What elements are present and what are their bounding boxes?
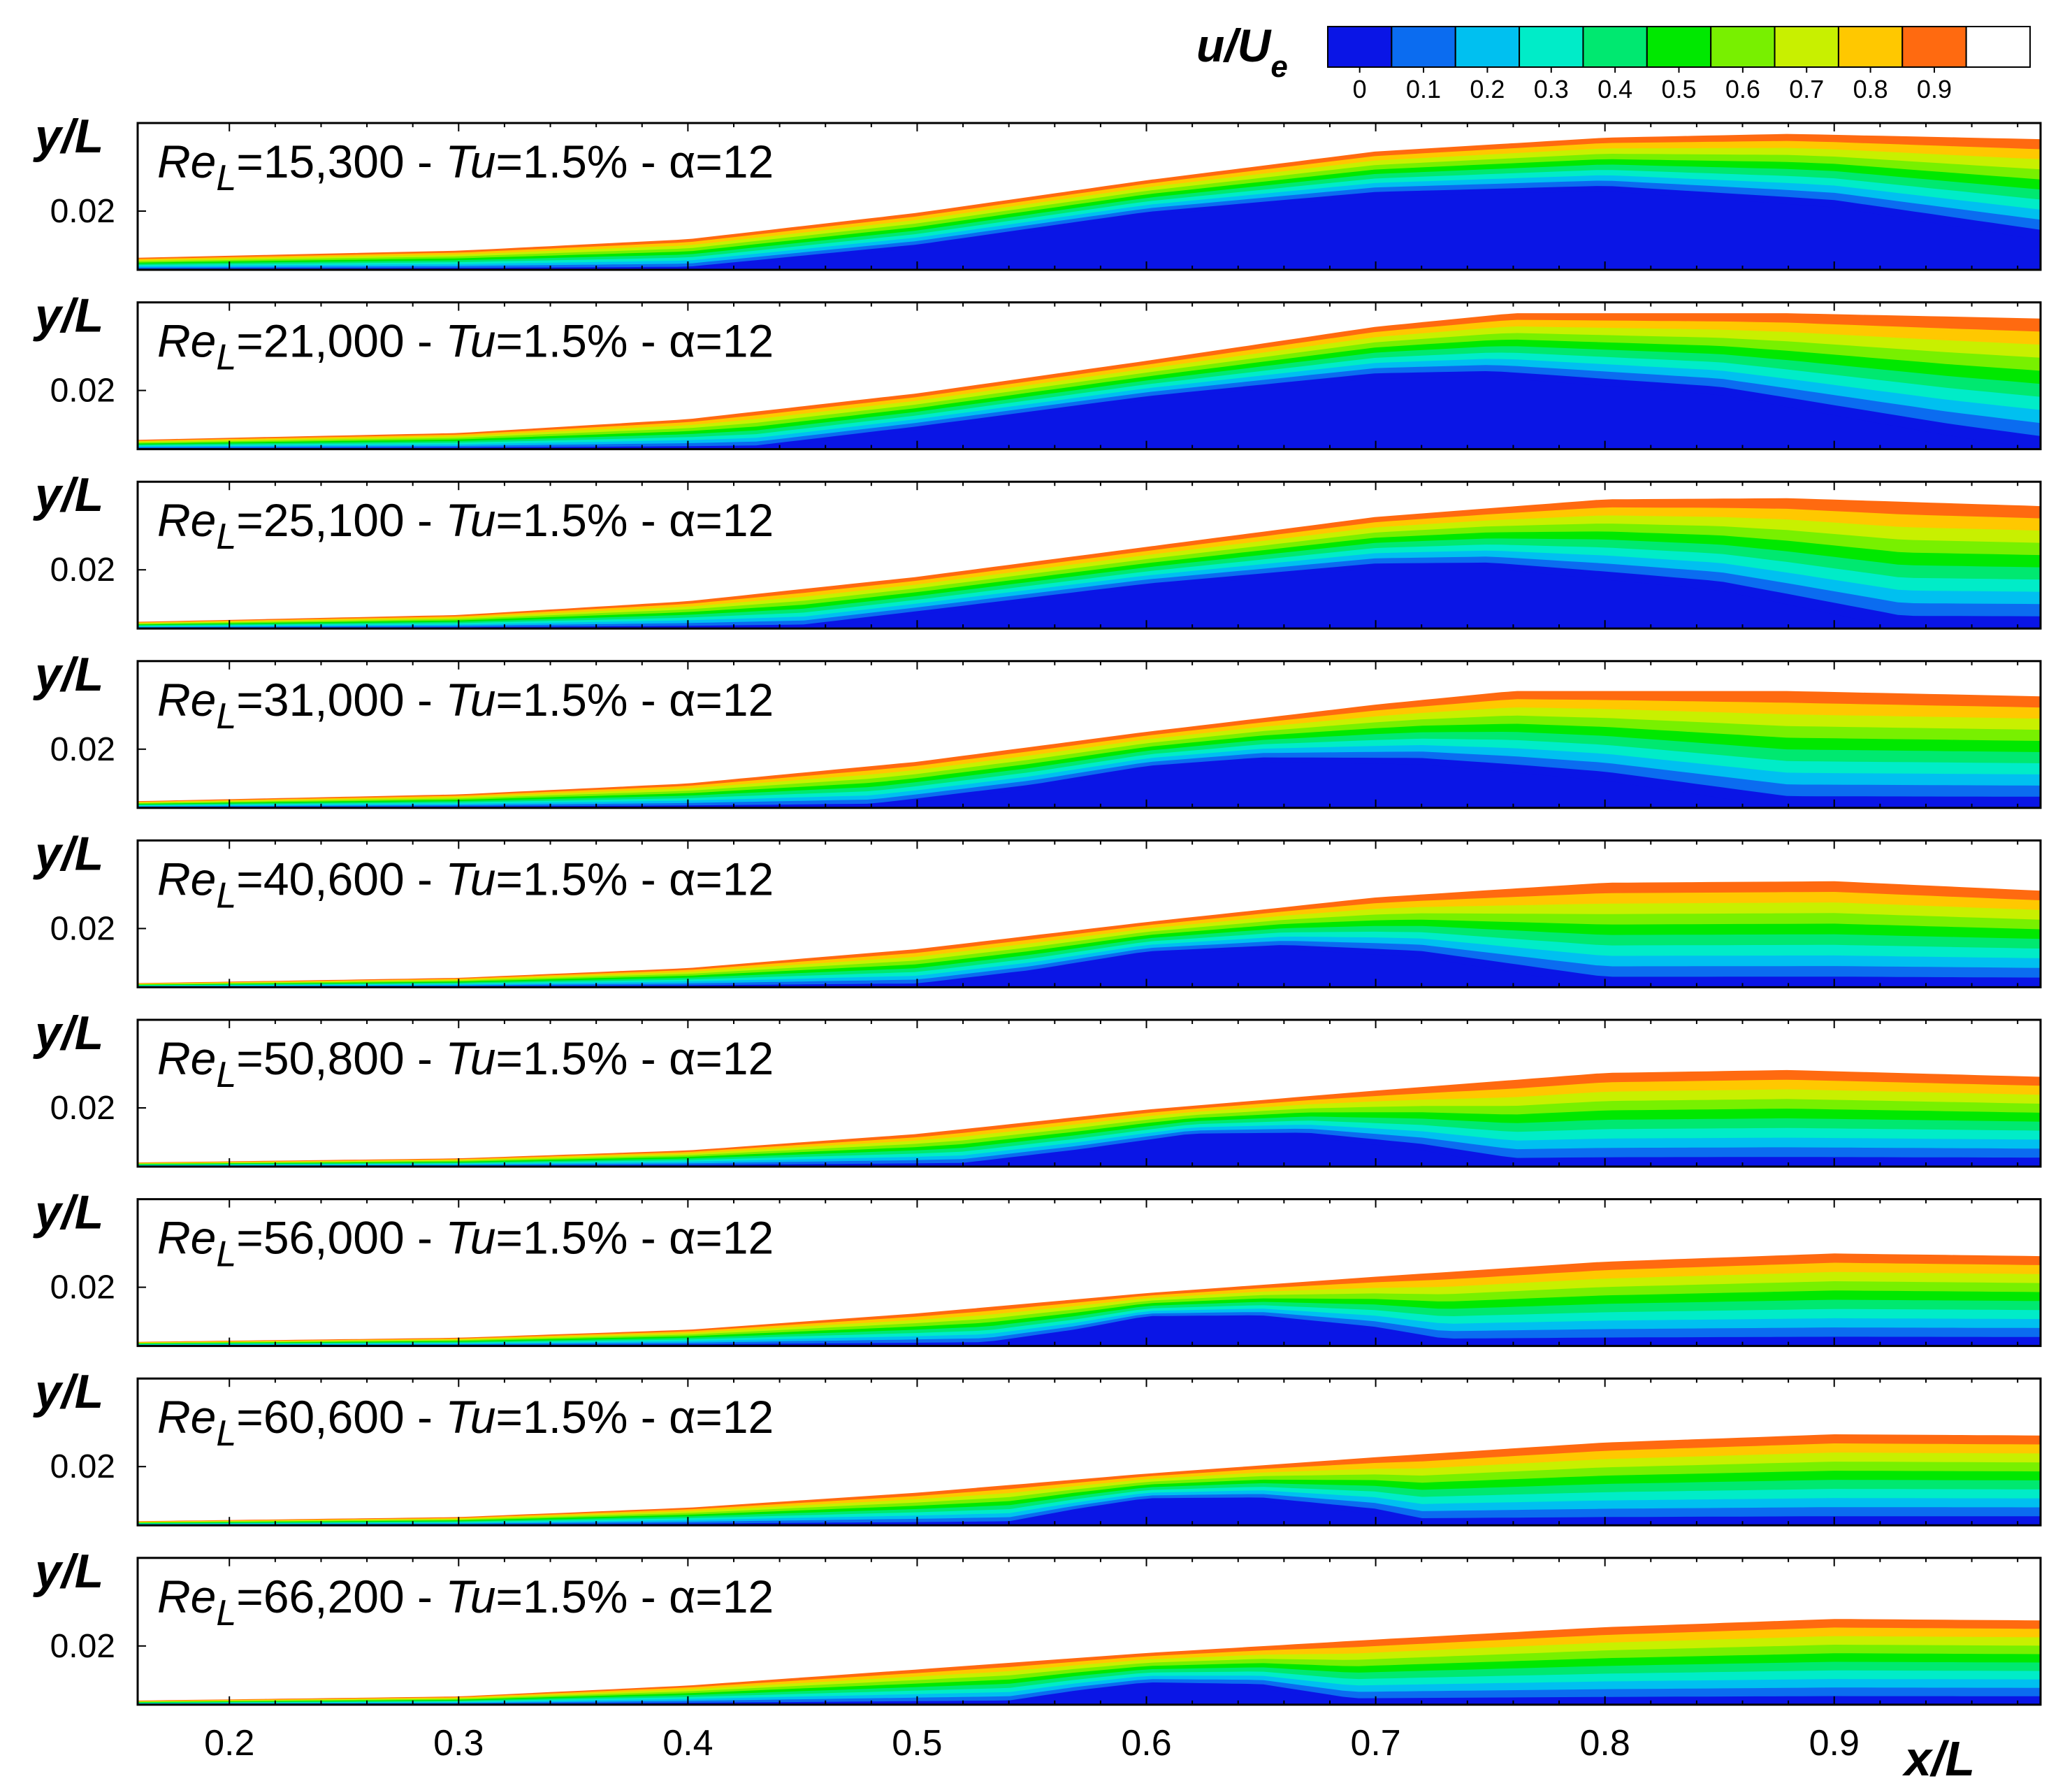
x-axis: 0.2 0.3 0.4 0.5 0.6 0.7 0.8 0.9 x/L bbox=[204, 1723, 1975, 1786]
colorbar: u/Ue 0 0.1 0.2 0.3 0.4 0.5 0.6 0.7 0.8 0.9 bbox=[1196, 20, 2031, 103]
separation-bubble bbox=[138, 568, 2041, 629]
contour-panel: 0.02 y/L ReL=50,800 - Tu=1.5% - α=12 bbox=[33, 1007, 2042, 1168]
x-axis-label: x/L bbox=[1901, 1731, 1975, 1786]
colorbar-cell bbox=[1454, 26, 1521, 68]
colorbar-cell bbox=[1965, 26, 2031, 68]
panel-title: ReL=21,000 - Tu=1.5% - α=12 bbox=[157, 315, 774, 378]
panel-frame bbox=[136, 301, 2042, 451]
panel-frame bbox=[136, 480, 2042, 630]
colorbar-cell bbox=[1327, 26, 1393, 68]
colorbar-tick-label: 0.3 bbox=[1534, 75, 1569, 103]
contour-band bbox=[138, 1128, 2041, 1167]
colorbar-cell bbox=[1774, 26, 1839, 68]
separation-bubble bbox=[138, 1501, 2041, 1526]
panel-title: ReL=15,300 - Tu=1.5% - α=12 bbox=[157, 136, 774, 199]
x-tick-label: 0.8 bbox=[1580, 1723, 1630, 1764]
colorbar-tick-label: 0.4 bbox=[1598, 75, 1632, 103]
y-axis-label: y/L bbox=[33, 110, 103, 163]
y-tick-label: 0.02 bbox=[50, 551, 115, 589]
colorbar-cell bbox=[1646, 26, 1712, 68]
y-axis-label: y/L bbox=[33, 468, 103, 521]
panel-title: ReL=56,000 - Tu=1.5% - α=12 bbox=[157, 1212, 774, 1275]
panel-title: ReL=50,800 - Tu=1.5% - α=12 bbox=[157, 1032, 774, 1095]
y-tick-label: 0.02 bbox=[50, 1090, 115, 1127]
contour-panel: 0.02 y/L ReL=40,600 - Tu=1.5% - α=12 bbox=[33, 827, 2042, 988]
y-tick-label: 0.02 bbox=[50, 910, 115, 947]
separation-bubble bbox=[138, 377, 2041, 449]
separation-bubble bbox=[867, 761, 1803, 808]
colorbar-cell bbox=[1519, 26, 1584, 68]
colorbar-tick-label: 0.8 bbox=[1853, 75, 1888, 103]
y-tick-label: 0.02 bbox=[50, 1628, 115, 1665]
y-tick-label: 0.02 bbox=[50, 1269, 115, 1306]
contour-panel: 0.02 y/L ReL=56,000 - Tu=1.5% - α=12 bbox=[33, 1186, 2042, 1348]
colorbar-tick-label: 0.2 bbox=[1470, 75, 1505, 103]
colorbar-label-subscript: e bbox=[1270, 50, 1287, 84]
panel-title: ReL=66,200 - Tu=1.5% - α=12 bbox=[157, 1571, 774, 1634]
panel-frame bbox=[136, 1018, 2042, 1168]
contour-panel: 0.02 y/L ReL=60,600 - Tu=1.5% - α=12 bbox=[33, 1365, 2042, 1527]
panel-frame bbox=[136, 1377, 2042, 1527]
y-axis-label: y/L bbox=[33, 1545, 103, 1598]
separation-bubble bbox=[138, 191, 2041, 270]
y-axis-label: y/L bbox=[33, 1186, 103, 1239]
panel-title: ReL=60,600 - Tu=1.5% - α=12 bbox=[157, 1391, 774, 1454]
x-tick-label: 0.4 bbox=[662, 1723, 713, 1764]
colorbar-cell bbox=[1710, 26, 1776, 68]
panel-frame bbox=[136, 839, 2042, 988]
contour-band bbox=[138, 1132, 2041, 1167]
panel-title: ReL=40,600 - Tu=1.5% - α=12 bbox=[157, 853, 774, 916]
x-tick-label: 0.9 bbox=[1809, 1723, 1860, 1764]
y-tick-label: 0.02 bbox=[50, 193, 115, 230]
colorbar-tick-label: 0 bbox=[1353, 75, 1367, 103]
colorbar-label: u/Ue bbox=[1196, 20, 1288, 84]
x-tick-label: 0.3 bbox=[433, 1723, 484, 1764]
colorbar-cell bbox=[1582, 26, 1648, 68]
x-tick-label: 0.5 bbox=[892, 1723, 942, 1764]
y-axis-label: y/L bbox=[33, 289, 103, 343]
colorbar-cell bbox=[1837, 26, 1904, 68]
y-tick-label: 0.02 bbox=[50, 731, 115, 768]
colorbar-tick-label: 0.7 bbox=[1789, 75, 1824, 103]
separation-bubble bbox=[138, 1318, 2041, 1346]
y-axis-label: y/L bbox=[33, 827, 103, 880]
separation-bubble bbox=[138, 1685, 2041, 1705]
colorbar-tick-label: 0.6 bbox=[1725, 75, 1760, 103]
separation-bubble bbox=[138, 949, 2041, 988]
x-tick-label: 0.2 bbox=[204, 1723, 254, 1764]
panel-frame bbox=[136, 1557, 2042, 1706]
panel-frame bbox=[136, 122, 2042, 271]
panel-title: ReL=31,000 - Tu=1.5% - α=12 bbox=[157, 674, 774, 737]
contour-panel: 0.02 y/L ReL=31,000 - Tu=1.5% - α=12 bbox=[33, 648, 2042, 809]
x-tick-label: 0.6 bbox=[1121, 1723, 1171, 1764]
y-axis-label: y/L bbox=[33, 648, 103, 701]
y-axis-label: y/L bbox=[33, 1365, 103, 1418]
colorbar-tick-label: 0.1 bbox=[1406, 75, 1441, 103]
colorbar-tick-label: 0.9 bbox=[1917, 75, 1952, 103]
contour-panel: 0.02 y/L ReL=66,200 - Tu=1.5% - α=12 bbox=[33, 1545, 2042, 1706]
colorbar-tick-label: 0.5 bbox=[1661, 75, 1696, 103]
contour-panel: 0.02 y/L ReL=21,000 - Tu=1.5% - α=12 bbox=[33, 289, 2042, 451]
colorbar-cell bbox=[1391, 26, 1456, 68]
panel-frame bbox=[136, 660, 2042, 809]
colorbar-cell bbox=[1901, 26, 1967, 68]
panel-title: ReL=25,100 - Tu=1.5% - α=12 bbox=[157, 494, 774, 557]
contour-panel: 0.02 y/L ReL=15,300 - Tu=1.5% - α=12 bbox=[33, 110, 2042, 271]
separation-bubble bbox=[138, 1137, 2041, 1167]
contour-panel: 0.02 y/L ReL=25,100 - Tu=1.5% - α=12 bbox=[33, 468, 2042, 630]
panel-frame bbox=[136, 1198, 2042, 1348]
x-tick-label: 0.7 bbox=[1350, 1723, 1400, 1764]
y-axis-label: y/L bbox=[33, 1007, 103, 1060]
y-tick-label: 0.02 bbox=[50, 1448, 115, 1485]
y-tick-label: 0.02 bbox=[50, 373, 115, 410]
